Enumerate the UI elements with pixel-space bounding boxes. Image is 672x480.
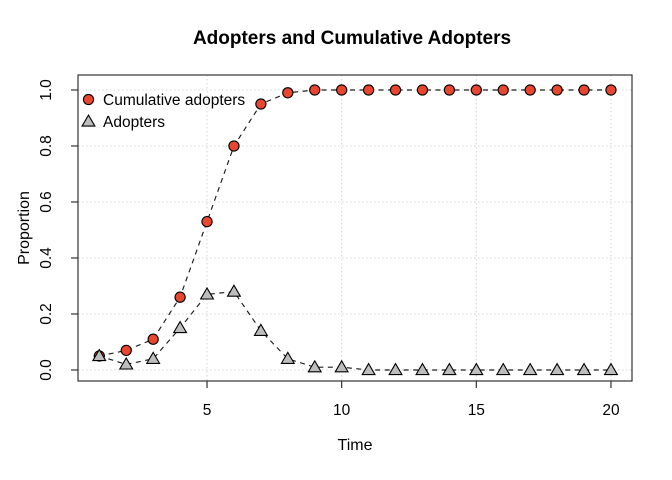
marker-circle-cumulative-adopters	[443, 84, 456, 96]
marker-triangle-adopters	[91, 348, 107, 362]
marker-triangle-adopters	[199, 286, 215, 300]
marker-circle-cumulative-adopters	[255, 98, 267, 110]
marker-triangle-adopters	[118, 356, 134, 370]
y-tick-label: 0.0	[38, 359, 55, 381]
chart-title: Adopters and Cumulative Adopters	[193, 28, 511, 49]
data-series-layer	[91, 84, 619, 376]
legend-label-adopters: Adopters	[103, 114, 165, 131]
x-tick-label: 15	[468, 402, 485, 419]
x-tick-label: 10	[333, 402, 351, 419]
marker-triangle-adopters	[495, 362, 511, 376]
marker-circle-legend	[82, 93, 95, 106]
marker-triangle-adopters	[145, 351, 161, 364]
marker-triangle-adopters	[442, 362, 457, 376]
y-tick-label: 0.6	[38, 191, 55, 213]
marker-triangle-adopters	[522, 362, 538, 376]
marker-circle-cumulative-adopters	[336, 84, 348, 96]
marker-circle-cumulative-adopters	[120, 344, 132, 357]
axis-tick-label-layer: 0.0 0.2 0.4 0.6 0.8 1.0 5 10 15 20	[38, 79, 620, 419]
y-axis-label: Proportion	[16, 191, 33, 265]
marker-circle-cumulative-adopters	[309, 84, 321, 96]
y-tick-label: 0.8	[38, 135, 55, 157]
marker-circle-cumulative-adopters	[416, 84, 429, 96]
marker-circle-cumulative-adopters	[578, 84, 590, 96]
x-axis-label: Time	[338, 437, 373, 454]
y-tick-label: 0.4	[38, 247, 55, 269]
marker-triangle-adopters	[226, 284, 242, 297]
axis-tick-layer	[71, 89, 612, 388]
marker-circle-cumulative-adopters	[470, 84, 482, 96]
legend-label-cumulative-adopters: Cumulative adopters	[103, 92, 245, 109]
marker-circle-cumulative-adopters	[362, 84, 375, 96]
x-tick-label: 5	[203, 402, 212, 419]
marker-triangle-adopters	[307, 359, 323, 373]
marker-triangle-adopters	[172, 320, 188, 334]
marker-circle-cumulative-adopters	[605, 84, 617, 96]
marker-circle-cumulative-adopters	[551, 84, 563, 96]
marker-triangle-adopters	[576, 362, 592, 376]
marker-triangle-adopters	[388, 362, 403, 376]
marker-triangle-adopters	[361, 362, 376, 376]
plot-border	[77, 74, 633, 382]
marker-triangle-legend	[81, 114, 96, 127]
grid-layer	[78, 75, 632, 381]
marker-triangle-adopters	[415, 362, 430, 376]
y-tick-label: 0.2	[38, 303, 55, 325]
marker-triangle-adopters	[280, 351, 296, 364]
y-tick-label: 1.0	[38, 79, 55, 101]
marker-triangle-adopters	[253, 323, 269, 336]
marker-circle-cumulative-adopters	[174, 291, 186, 303]
marker-triangle-adopters	[603, 362, 619, 376]
marker-circle-cumulative-adopters	[282, 87, 294, 99]
marker-triangle-adopters	[334, 359, 350, 373]
marker-circle-cumulative-adopters	[228, 140, 240, 152]
marker-triangle-adopters	[549, 362, 565, 376]
marker-circle-cumulative-adopters	[201, 215, 213, 228]
marker-circle-cumulative-adopters	[389, 84, 402, 96]
x-tick-label: 20	[602, 402, 620, 419]
marker-triangle-adopters	[468, 362, 484, 376]
marker-circle-cumulative-adopters	[524, 84, 536, 96]
legend: Cumulative adopters Adopters	[81, 92, 245, 131]
marker-circle-cumulative-adopters	[497, 84, 509, 96]
marker-circle-cumulative-adopters	[147, 333, 159, 345]
